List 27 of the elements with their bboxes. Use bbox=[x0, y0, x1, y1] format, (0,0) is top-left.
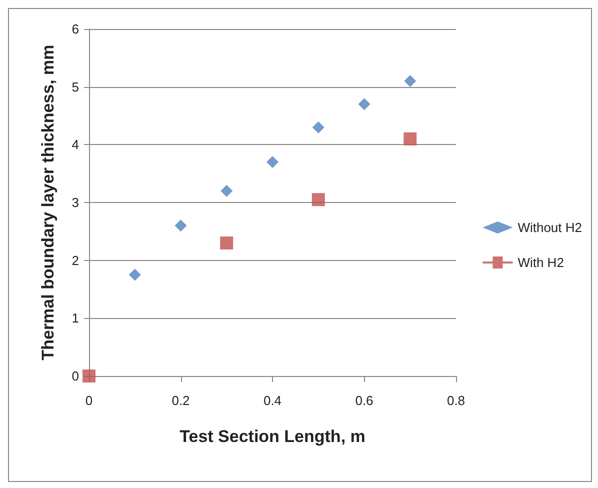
point bbox=[312, 193, 325, 206]
y-tick-label: 0 bbox=[72, 368, 79, 384]
y-axis-title: Thermal boundary layer thickness, mm bbox=[38, 44, 58, 360]
point bbox=[404, 132, 417, 146]
legend-label: Without H2 bbox=[518, 220, 582, 235]
point bbox=[174, 220, 187, 232]
y-tick-label: 3 bbox=[72, 195, 79, 210]
x-tick-label: 0.4 bbox=[263, 393, 282, 408]
point bbox=[220, 184, 233, 197]
x-tick-label: 0.2 bbox=[172, 393, 190, 408]
point bbox=[358, 98, 370, 110]
point bbox=[82, 370, 96, 382]
point bbox=[404, 75, 416, 88]
y-tick-label: 2 bbox=[72, 252, 79, 268]
x-tick-label: 0 bbox=[85, 393, 93, 408]
x-tick-label: 0.8 bbox=[446, 393, 466, 408]
point bbox=[128, 268, 141, 281]
point bbox=[266, 156, 278, 168]
y-tick-label: 4 bbox=[72, 137, 79, 152]
point bbox=[220, 236, 234, 250]
legend-label: With H2 bbox=[518, 255, 564, 270]
point bbox=[312, 121, 324, 134]
x-tick-label: 0.6 bbox=[355, 393, 374, 408]
y-tick-label: 6 bbox=[72, 22, 79, 36]
x-axis-title: Test Section Length, m bbox=[180, 427, 366, 446]
y-tick-label: 5 bbox=[72, 79, 79, 94]
y-tick-label: 1 bbox=[72, 310, 79, 326]
